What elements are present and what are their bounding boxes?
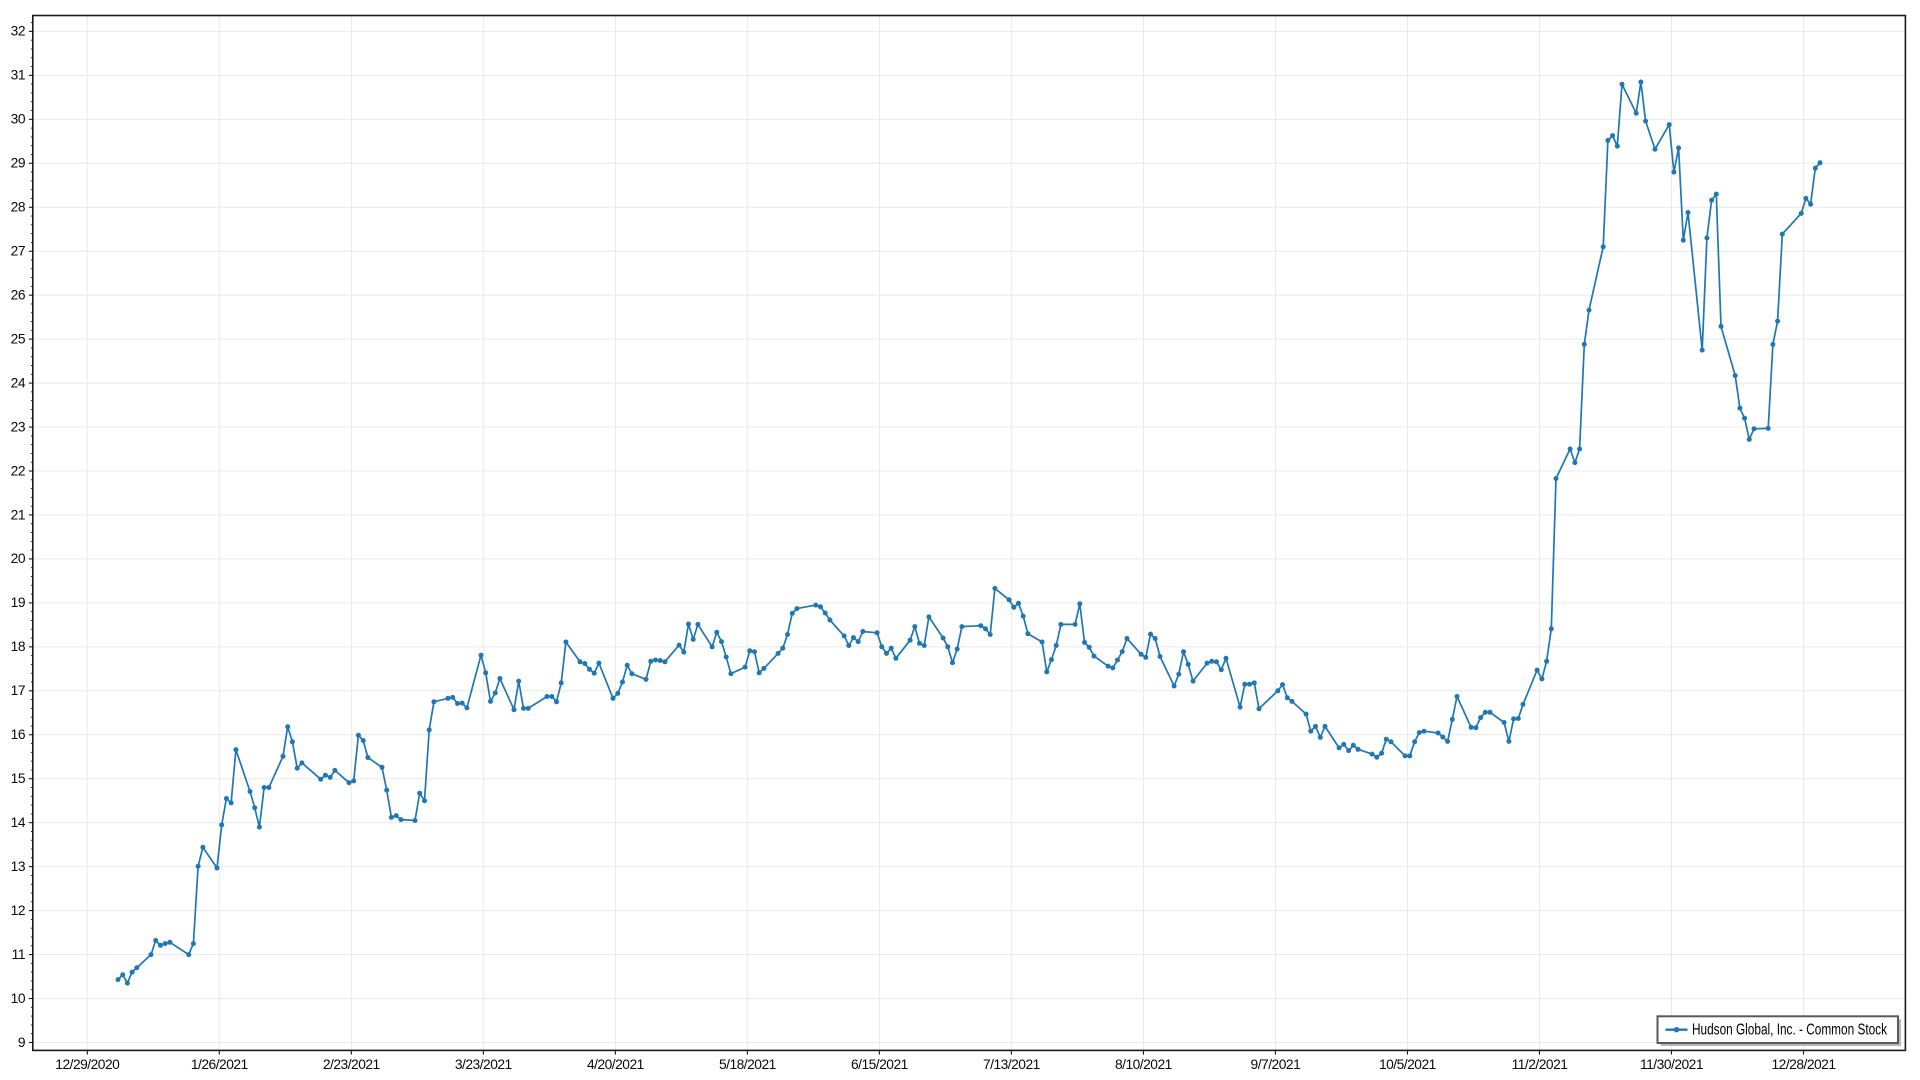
svg-text:1/26/2021: 1/26/2021 [191, 1057, 248, 1072]
svg-text:32: 32 [11, 24, 25, 39]
svg-text:29: 29 [11, 156, 26, 171]
svg-text:7/13/2021: 7/13/2021 [983, 1057, 1040, 1072]
svg-text:24: 24 [11, 375, 26, 390]
svg-text:10/5/2021: 10/5/2021 [1379, 1057, 1436, 1072]
svg-text:15: 15 [11, 771, 26, 786]
svg-text:9/7/2021: 9/7/2021 [1251, 1057, 1301, 1072]
svg-text:12: 12 [11, 903, 25, 918]
svg-text:2/23/2021: 2/23/2021 [323, 1057, 380, 1072]
svg-text:25: 25 [11, 331, 26, 346]
svg-text:31: 31 [11, 68, 25, 83]
svg-text:28: 28 [11, 200, 26, 215]
svg-text:Hudson Global, Inc. - Common S: Hudson Global, Inc. - Common Stock [1692, 1022, 1887, 1039]
svg-text:12/28/2021: 12/28/2021 [1771, 1057, 1835, 1072]
svg-text:21: 21 [11, 507, 25, 522]
svg-text:11/30/2021: 11/30/2021 [1640, 1057, 1703, 1072]
svg-text:11/2/2021: 11/2/2021 [1512, 1057, 1568, 1072]
svg-text:4/20/2021: 4/20/2021 [587, 1057, 644, 1072]
svg-text:26: 26 [11, 288, 26, 303]
svg-text:17: 17 [11, 683, 25, 698]
svg-text:10: 10 [11, 991, 26, 1006]
svg-text:3/23/2021: 3/23/2021 [455, 1057, 512, 1072]
svg-text:22: 22 [11, 463, 25, 478]
svg-text:23: 23 [11, 419, 26, 434]
svg-text:20: 20 [11, 551, 26, 566]
svg-text:27: 27 [11, 244, 25, 259]
svg-text:6/15/2021: 6/15/2021 [851, 1057, 908, 1072]
svg-text:14: 14 [11, 815, 26, 830]
svg-text:8/10/2021: 8/10/2021 [1115, 1057, 1172, 1072]
svg-text:11: 11 [12, 947, 25, 962]
svg-text:18: 18 [11, 639, 26, 654]
svg-text:16: 16 [11, 727, 26, 742]
svg-text:9: 9 [18, 1035, 26, 1050]
svg-text:30: 30 [11, 112, 26, 127]
svg-text:19: 19 [11, 595, 26, 610]
svg-text:12/29/2020: 12/29/2020 [55, 1057, 120, 1072]
svg-text:5/18/2021: 5/18/2021 [719, 1057, 776, 1072]
svg-text:13: 13 [11, 859, 26, 874]
